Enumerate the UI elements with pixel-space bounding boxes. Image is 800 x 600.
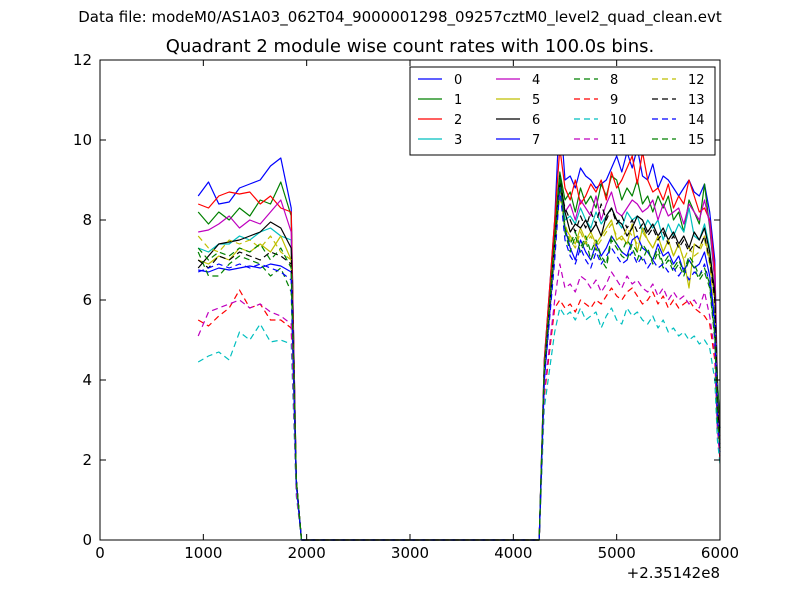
series-line-6 xyxy=(197,175,721,541)
series-line-7 xyxy=(198,183,721,541)
legend-label-13: 13 xyxy=(688,93,705,108)
y-tick-label: 6 xyxy=(82,291,92,309)
data-file-title: Data file: modeM0/AS1A03_062T04_90000012… xyxy=(78,8,722,26)
legend-label-12: 12 xyxy=(688,73,705,88)
x-tick-label: 1000 xyxy=(184,544,222,562)
x-tick-label: 0 xyxy=(95,544,105,562)
series-line-4 xyxy=(198,179,721,541)
y-tick-label: 0 xyxy=(82,531,92,549)
x-tick-label: 2000 xyxy=(288,544,326,562)
legend-label-0: 0 xyxy=(454,73,462,88)
series-line-9 xyxy=(197,287,721,541)
series-layer xyxy=(197,107,721,541)
legend-label-4: 4 xyxy=(532,73,540,88)
y-tick-label: 2 xyxy=(82,451,92,469)
legend-label-9: 9 xyxy=(610,93,618,108)
series-line-5 xyxy=(197,183,721,541)
legend-box xyxy=(409,66,716,156)
y-tick-label: 8 xyxy=(82,211,92,229)
x-tick-label: 3000 xyxy=(391,544,429,562)
legend-label-2: 2 xyxy=(454,113,462,128)
series-line-10 xyxy=(197,307,721,541)
legend-label-1: 1 xyxy=(454,93,462,108)
legend-label-10: 10 xyxy=(610,113,627,128)
x-tick-label: 4000 xyxy=(494,544,532,562)
chart-title: Quadrant 2 module wise count rates with … xyxy=(165,36,655,57)
legend-label-3: 3 xyxy=(454,133,462,148)
series-line-12 xyxy=(197,195,721,541)
legend-label-5: 5 xyxy=(532,93,540,108)
series-line-2 xyxy=(197,147,721,541)
series-line-15 xyxy=(197,175,721,541)
x-offset-label: +2.35142e8 xyxy=(627,564,720,582)
legend-label-6: 6 xyxy=(532,113,540,128)
y-tick-label: 4 xyxy=(82,371,92,389)
legend-label-7: 7 xyxy=(532,133,540,148)
y-tick-label: 12 xyxy=(73,51,92,69)
series-line-11 xyxy=(197,263,721,541)
legend-label-8: 8 xyxy=(610,73,618,88)
x-tick-label: 5000 xyxy=(598,544,636,562)
series-line-14 xyxy=(197,187,721,541)
series-line-0 xyxy=(197,107,721,541)
series-line-13 xyxy=(197,183,721,541)
y-tick-label: 10 xyxy=(73,131,92,149)
series-line-3 xyxy=(197,179,721,541)
legend-label-11: 11 xyxy=(610,133,627,148)
legend-label-14: 14 xyxy=(688,113,705,128)
series-line-1 xyxy=(197,171,721,541)
legend-label-15: 15 xyxy=(688,133,705,148)
x-tick-label: 6000 xyxy=(701,544,739,562)
